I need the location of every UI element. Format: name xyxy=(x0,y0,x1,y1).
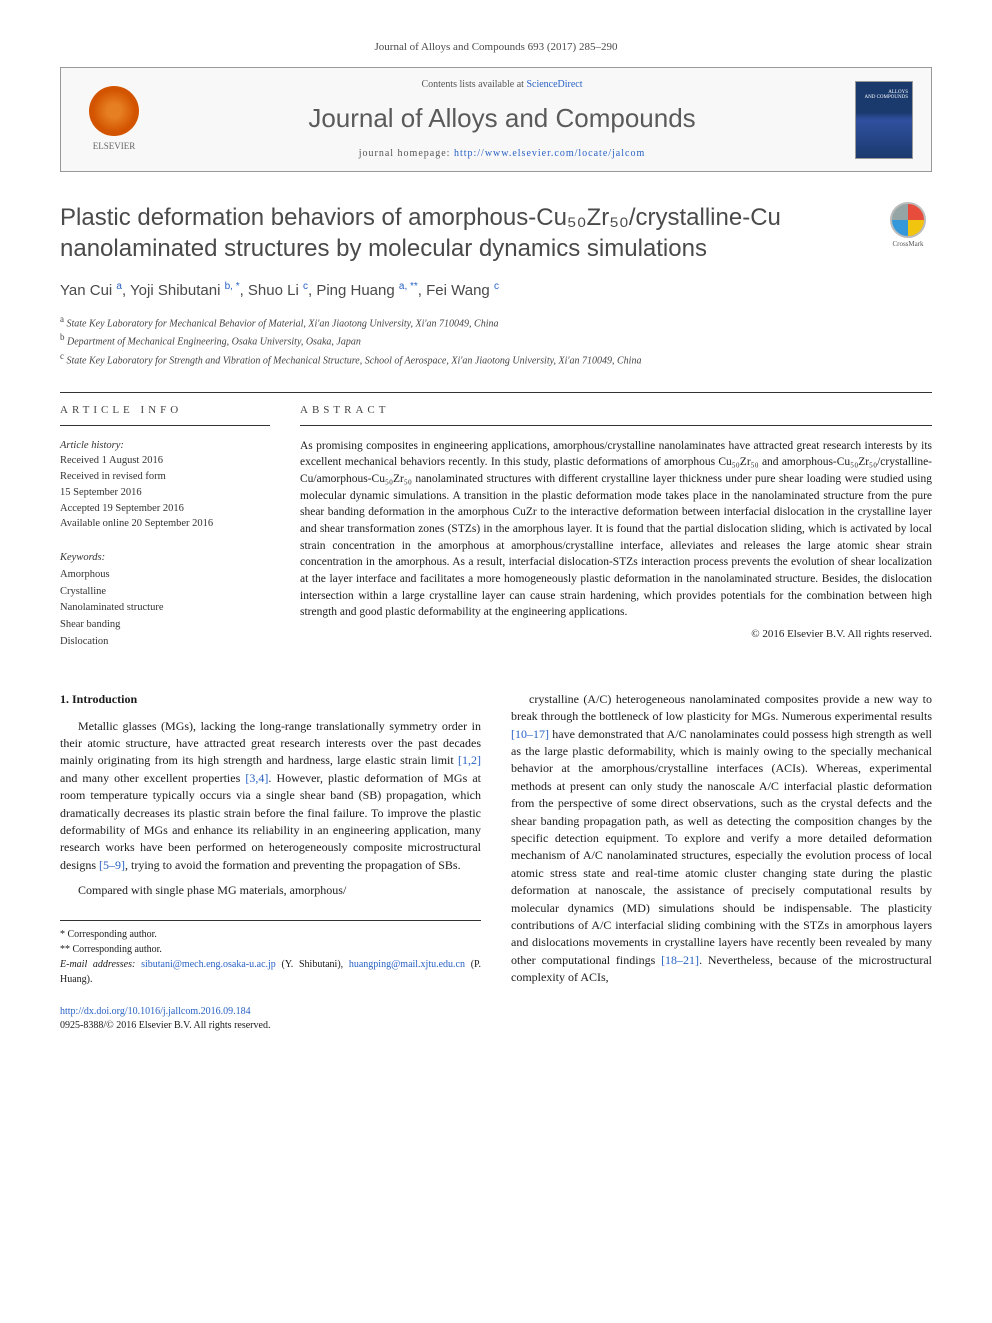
journal-header-box: ELSEVIER Contents lists available at Sci… xyxy=(60,67,932,171)
history-line: Available online 20 September 2016 xyxy=(60,516,270,532)
body-paragraph: crystalline (A/C) heterogeneous nanolami… xyxy=(511,691,932,987)
publisher-name: ELSEVIER xyxy=(93,141,136,151)
crossmark-label: CrossMark xyxy=(892,240,923,248)
abstract-copyright: © 2016 Elsevier B.V. All rights reserved… xyxy=(300,627,932,642)
right-column: crystalline (A/C) heterogeneous nanolami… xyxy=(511,691,932,1033)
affiliation-line: c State Key Laboratory for Strength and … xyxy=(60,350,932,368)
email-1-link[interactable]: sibutani@mech.eng.osaka-u.ac.jp xyxy=(141,959,276,970)
corr-author-2: ** Corresponding author. xyxy=(60,942,481,957)
history-line: Received 1 August 2016 xyxy=(60,453,270,469)
body-columns: 1. Introduction Metallic glasses (MGs), … xyxy=(60,691,932,1033)
article-info-column: ARTICLE INFO Article history: Received 1… xyxy=(60,393,270,651)
left-column: 1. Introduction Metallic glasses (MGs), … xyxy=(60,691,481,1033)
journal-cover-thumbnail xyxy=(855,81,913,159)
article-info-header: ARTICLE INFO xyxy=(60,393,270,425)
history-line: Received in revised form xyxy=(60,469,270,485)
keyword-item: Shear banding xyxy=(60,617,270,634)
abstract-column: ABSTRACT As promising composites in engi… xyxy=(300,393,932,651)
keyword-item: Dislocation xyxy=(60,634,270,651)
history-line: Accepted 19 September 2016 xyxy=(60,501,270,517)
doi-link[interactable]: http://dx.doi.org/10.1016/j.jallcom.2016… xyxy=(60,1006,251,1017)
body-paragraph: Compared with single phase MG materials,… xyxy=(60,882,481,899)
issn-copyright-line: 0925-8388/© 2016 Elsevier B.V. All right… xyxy=(60,1020,270,1031)
email-2-link[interactable]: huangping@mail.xjtu.edu.cn xyxy=(349,959,465,970)
header-reference: Journal of Alloys and Compounds 693 (201… xyxy=(60,40,932,55)
corr-author-1: * Corresponding author. xyxy=(60,927,481,942)
journal-name: Journal of Alloys and Compounds xyxy=(149,100,855,136)
keywords-block: Keywords: AmorphousCrystallineNanolamina… xyxy=(60,550,270,651)
keyword-item: Nanolaminated structure xyxy=(60,600,270,617)
history-line: 15 September 2016 xyxy=(60,485,270,501)
keyword-item: Amorphous xyxy=(60,567,270,584)
contents-list-line: Contents lists available at ScienceDirec… xyxy=(149,78,855,92)
keywords-title: Keywords: xyxy=(60,550,270,567)
keyword-item: Crystalline xyxy=(60,584,270,601)
elsevier-tree-icon xyxy=(89,86,139,136)
email-line: E-mail addresses: sibutani@mech.eng.osak… xyxy=(60,957,481,987)
history-title: Article history: xyxy=(60,438,270,454)
article-title: Plastic deformation behaviors of amorpho… xyxy=(60,202,872,264)
authors-list: Yan Cui a, Yoji Shibutani b, *, Shuo Li … xyxy=(60,280,932,301)
elsevier-logo: ELSEVIER xyxy=(79,86,149,153)
crossmark-widget[interactable]: CrossMark xyxy=(884,202,932,250)
affiliations-list: a State Key Laboratory for Mechanical Be… xyxy=(60,313,932,368)
header-center: Contents lists available at ScienceDirec… xyxy=(149,78,855,160)
crossmark-icon xyxy=(890,202,926,238)
affiliation-line: b Department of Mechanical Engineering, … xyxy=(60,331,932,349)
doi-block: http://dx.doi.org/10.1016/j.jallcom.2016… xyxy=(60,1005,481,1033)
journal-homepage-link[interactable]: http://www.elsevier.com/locate/jalcom xyxy=(454,148,645,159)
affiliation-line: a State Key Laboratory for Mechanical Be… xyxy=(60,313,932,331)
article-history: Article history: Received 1 August 2016R… xyxy=(60,438,270,533)
abstract-header: ABSTRACT xyxy=(300,393,932,425)
corresponding-footer: * Corresponding author. ** Corresponding… xyxy=(60,920,481,987)
section-heading: 1. Introduction xyxy=(60,691,481,708)
homepage-line: journal homepage: http://www.elsevier.co… xyxy=(149,147,855,161)
sciencedirect-link[interactable]: ScienceDirect xyxy=(526,79,582,90)
body-paragraph: Metallic glasses (MGs), lacking the long… xyxy=(60,718,481,875)
abstract-text: As promising composites in engineering a… xyxy=(300,438,932,621)
